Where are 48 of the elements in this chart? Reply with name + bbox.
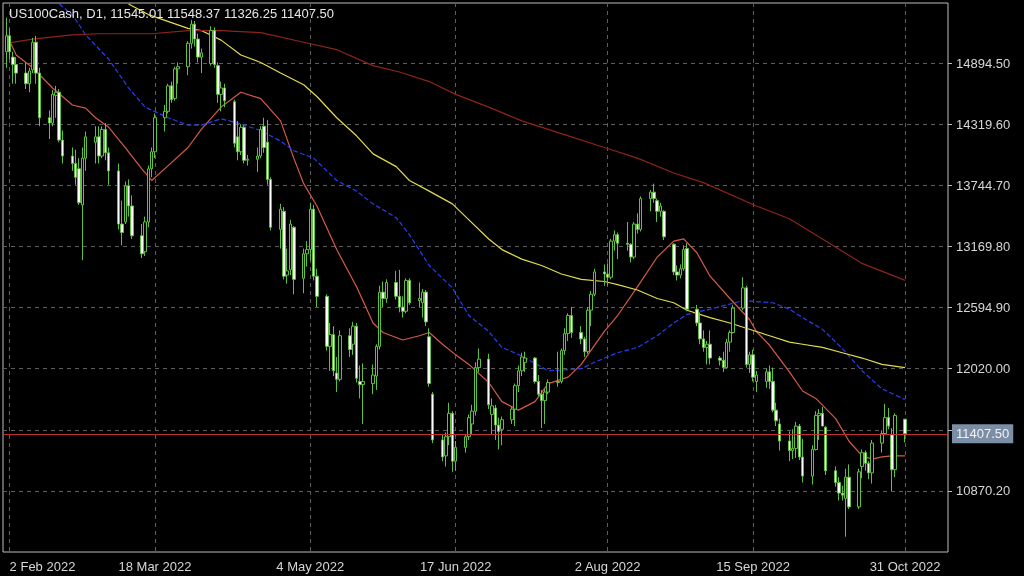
x-tick-label: 18 Mar 2022 (118, 559, 192, 574)
candlestick (500, 416, 504, 446)
candlestick (385, 278, 388, 304)
candlestick (361, 362, 365, 425)
candlestick (24, 61, 28, 90)
candlestick (5, 17, 8, 69)
candlestick (603, 263, 606, 287)
candlestick (282, 206, 286, 280)
candlestick (94, 125, 97, 164)
y-tick-label: 14894.50 (956, 55, 1011, 71)
x-tick-label: 4 May 2022 (276, 559, 345, 574)
candlestick (14, 56, 18, 85)
candlestick (223, 83, 226, 108)
candlestick (765, 368, 768, 389)
candlestick (431, 391, 434, 444)
x-tick-label: 31 Oct 2022 (869, 559, 941, 574)
y-tick-label: 13169.80 (956, 238, 1011, 254)
candlestick (424, 289, 428, 327)
candlestick (685, 242, 689, 312)
x-tick-label: 2 Feb 2022 (9, 559, 76, 574)
ref-line-label: 11407.50 (956, 426, 1010, 442)
candlestick (903, 418, 907, 443)
candlestick (708, 329, 712, 365)
candlestick (788, 430, 791, 462)
candlestick (570, 306, 573, 339)
x-tick-label: 15 Sep 2022 (716, 559, 790, 574)
candlestick (844, 468, 847, 538)
y-tick-label: 12020.00 (956, 361, 1011, 377)
candlestick (639, 195, 642, 233)
candlestick (672, 242, 676, 276)
y-tick-label: 14319.60 (956, 116, 1011, 132)
candlestick (242, 124, 246, 164)
x-tick-label: 17 Jun 2022 (419, 559, 492, 574)
candlestick (404, 277, 408, 314)
candlestick (556, 351, 560, 388)
candlestick (209, 25, 213, 67)
candlestick (794, 421, 798, 459)
candlestick (100, 125, 104, 159)
y-tick-label: 13744.70 (956, 177, 1011, 193)
candlestick (427, 327, 431, 388)
y-tick-label: 12594.90 (956, 300, 1011, 316)
y-tick-label: 10870.20 (956, 483, 1011, 499)
candlestick (870, 439, 874, 485)
candlestick (173, 66, 177, 102)
candlestick (616, 232, 619, 260)
x-tick-label: 2 Aug 2022 (574, 559, 641, 574)
candlestick (523, 351, 527, 373)
candlestick (887, 407, 890, 430)
